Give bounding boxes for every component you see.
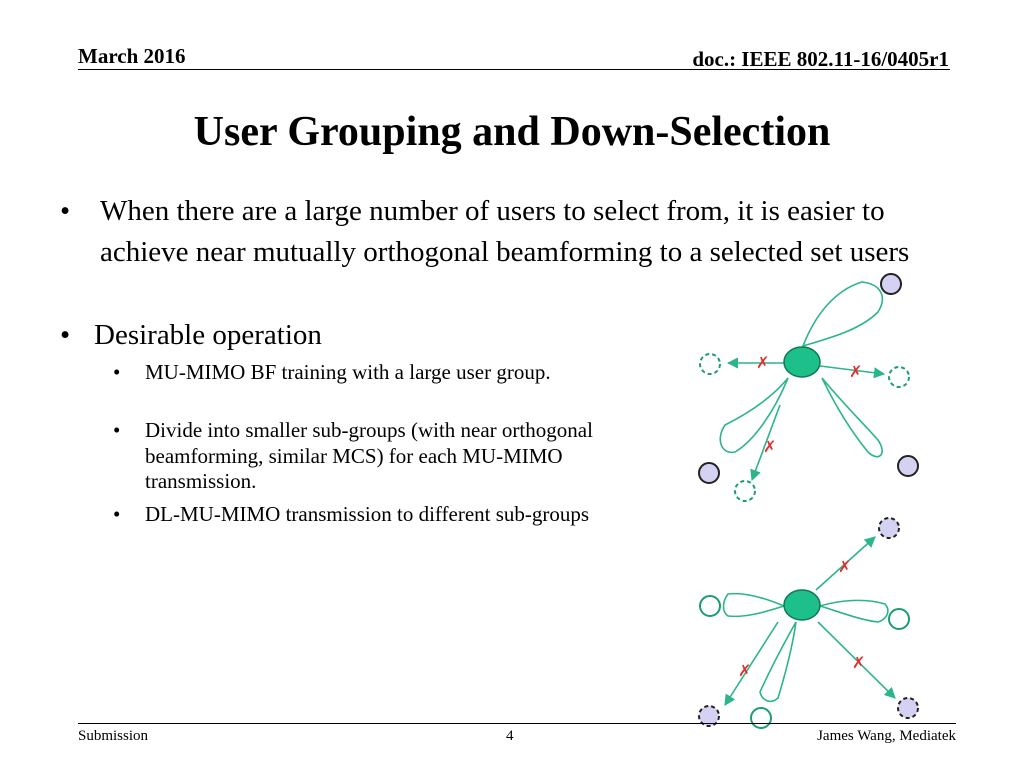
beam-lobe — [821, 377, 883, 458]
footer-author: James Wang, Mediatek — [817, 728, 956, 744]
user-node-selected — [699, 595, 721, 617]
header-date: March 2016 — [78, 44, 186, 68]
beam-lobe — [719, 377, 789, 454]
bullet-2: • Desirable operation — [60, 315, 660, 356]
subbullet-dot: • — [113, 360, 121, 384]
subbullet-3: • DL-MU-MIMO transmission to different s… — [113, 502, 653, 528]
bullet-2-text: Desirable operation — [94, 319, 322, 351]
beam-arrow — [750, 404, 781, 482]
subbullet-dot: • — [113, 418, 121, 442]
beam-arrow — [815, 536, 876, 591]
user-node — [698, 462, 720, 484]
subbullet-2: • Divide into smaller sub-groups (with n… — [113, 418, 653, 495]
footer-page-number: 4 — [506, 728, 514, 744]
user-node — [880, 273, 902, 295]
access-point-node — [783, 589, 821, 621]
access-point-node — [783, 346, 821, 378]
user-node-dashed — [878, 517, 900, 539]
subbullet-dot: • — [113, 502, 121, 526]
bullet-1-text: When there are a large number of users t… — [100, 195, 910, 268]
bullet-dot: • — [60, 195, 71, 227]
user-node-dashed — [698, 705, 720, 727]
blocked-mark: ✗ — [849, 364, 862, 381]
diagram-group-selected-users: ✗ ✗ ✗ — [698, 517, 919, 729]
blocked-mark: ✗ — [838, 559, 851, 576]
subbullet-3-text: DL-MU-MIMO transmission to different sub… — [145, 502, 590, 526]
beam-arrow — [817, 621, 896, 699]
user-node-selected — [888, 608, 910, 630]
blocked-mark: ✗ — [763, 439, 776, 456]
footer-submission: Submission — [78, 728, 149, 744]
beam-lobe — [801, 281, 884, 348]
bullet-1: • When there are a large number of users… — [60, 191, 930, 272]
user-node-dashed — [699, 353, 721, 375]
header-doc-number: doc.: IEEE 802.11-16/0405r1 — [692, 47, 949, 71]
user-node-dashed — [888, 366, 910, 388]
user-node-dashed — [897, 697, 919, 719]
subbullet-1: • MU-MIMO BF training with a large user … — [113, 360, 653, 386]
beam-lobe — [759, 621, 797, 703]
subbullet-1-text: MU-MIMO BF training with a large user gr… — [145, 360, 551, 384]
blocked-mark: ✗ — [738, 663, 751, 680]
blocked-mark: ✗ — [852, 655, 865, 672]
beam-arrow — [819, 365, 886, 379]
footer-rule — [78, 723, 956, 724]
slide-title: User Grouping and Down-Selection — [193, 109, 831, 155]
beam-lobe — [817, 599, 889, 623]
user-node — [897, 455, 919, 477]
user-node-dashed — [734, 480, 756, 502]
blocked-mark: ✗ — [756, 355, 769, 372]
user-node-selected — [750, 707, 772, 729]
beam-lobe — [722, 592, 787, 618]
header-rule — [78, 69, 950, 70]
diagram-group-all-users: ✗ ✗ ✗ — [698, 273, 919, 502]
beam-arrow — [724, 621, 779, 706]
bullet-dot: • — [60, 319, 71, 351]
subbullet-2-text: Divide into smaller sub-groups (with nea… — [145, 418, 593, 493]
